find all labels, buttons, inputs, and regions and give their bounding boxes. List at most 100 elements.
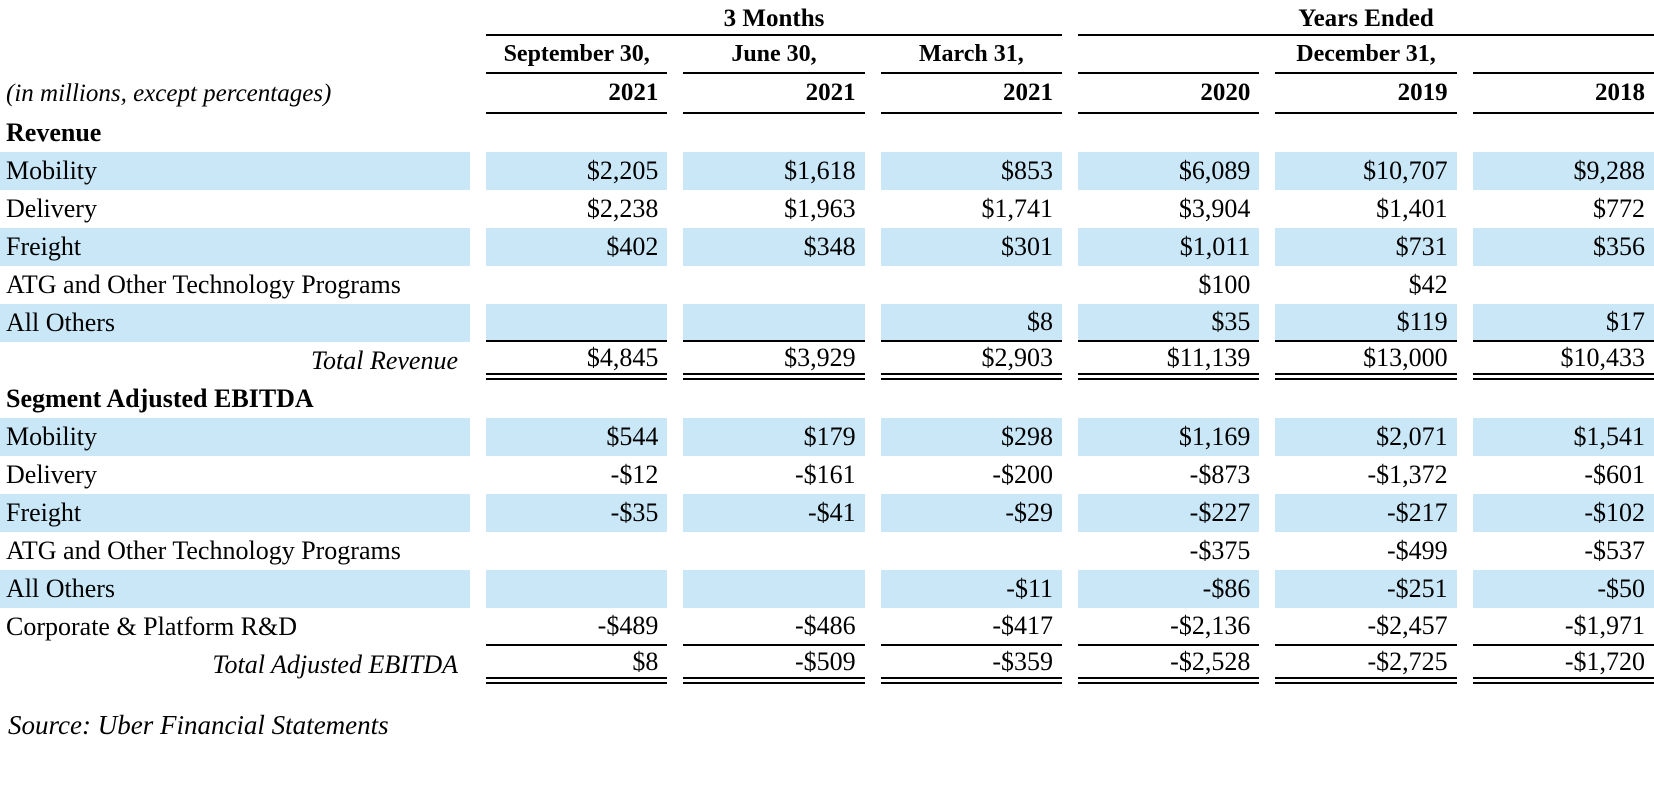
data-cell: -$417 (880, 608, 1062, 646)
header-group-row: 3 Months Years Ended (0, 3, 1654, 36)
data-cell: -$35 (486, 494, 668, 532)
data-cell: -$86 (1077, 570, 1260, 608)
data-cell: $8 (880, 304, 1062, 342)
row-freight: Freight -$35 -$41 -$29 -$227 -$217 -$102 (0, 494, 1654, 532)
data-cell: -$537 (1584, 536, 1645, 565)
row-mobility: Mobility $544 $179 $298 $1,169 $2,071 $1… (0, 418, 1654, 456)
data-cell: $35 (1077, 304, 1260, 342)
data-cell: $119 (1275, 304, 1457, 342)
row-corporate-platform-rd: Corporate & Platform R&D -$489 -$486 -$4… (0, 608, 1654, 646)
total-cell: $2,903 (880, 342, 1062, 380)
year-header: 2021 (486, 74, 668, 114)
data-cell: -$102 (1472, 494, 1654, 532)
empty-cell (0, 36, 470, 74)
data-cell: -$873 (1189, 460, 1251, 489)
col-group-years-ended: Years Ended (1078, 3, 1654, 36)
total-cell: -$359 (880, 646, 1062, 684)
year-header: 2021 (880, 74, 1062, 114)
data-cell: $17 (1472, 304, 1654, 342)
row-label: ATG and Other Technology Programs (6, 270, 401, 299)
row-total-revenue: Total Revenue $4,845 $3,929 $2,903 $11,1… (0, 342, 1654, 380)
data-cell: $544 (486, 418, 668, 456)
data-cell: $1,169 (1077, 418, 1260, 456)
row-label: Mobility (0, 418, 470, 456)
data-cell: $1,011 (1077, 228, 1260, 266)
row-label: Corporate & Platform R&D (6, 612, 298, 641)
data-cell (1473, 266, 1654, 304)
row-all-others: All Others -$11 -$86 -$251 -$50 (0, 570, 1654, 608)
total-cell: -$2,528 (1077, 646, 1260, 684)
data-cell: $10,707 (1275, 152, 1457, 190)
data-cell: $42 (1408, 270, 1448, 299)
section-title: Revenue (6, 118, 102, 147)
data-cell: $301 (880, 228, 1062, 266)
row-label: All Others (0, 304, 470, 342)
units-note: (in millions, except percentages) (6, 80, 332, 107)
data-cell: -$200 (992, 460, 1053, 489)
data-cell: $348 (683, 228, 865, 266)
data-cell: $731 (1275, 228, 1457, 266)
total-cell: -$1,720 (1472, 646, 1654, 684)
data-cell: -$601 (1584, 460, 1645, 489)
data-cell: -$161 (794, 460, 856, 489)
data-cell: -$2,136 (1077, 608, 1260, 646)
row-label: Mobility (0, 152, 470, 190)
data-cell: -$227 (1077, 494, 1260, 532)
data-cell (486, 570, 668, 608)
year-header: 2019 (1275, 74, 1457, 114)
data-cell: -$29 (880, 494, 1062, 532)
col-group-3-months: 3 Months (486, 3, 1062, 36)
total-cell: $4,845 (486, 342, 668, 380)
section-title: Segment Adjusted EBITDA (6, 384, 314, 413)
data-cell (486, 532, 667, 570)
data-cell: $1,401 (1376, 194, 1448, 223)
data-cell: -$1,971 (1472, 608, 1654, 646)
row-label: Delivery (6, 460, 97, 489)
data-cell: $853 (880, 152, 1062, 190)
row-label: All Others (0, 570, 470, 608)
data-cell: -$2,457 (1275, 608, 1457, 646)
header-period-row: September 30, June 30, March 31, Decembe… (0, 36, 1654, 74)
data-cell: $9,288 (1472, 152, 1654, 190)
data-cell (683, 532, 864, 570)
data-cell: $100 (1198, 270, 1251, 299)
total-cell: -$509 (683, 646, 865, 684)
data-cell: -$41 (683, 494, 865, 532)
row-label: ATG and Other Technology Programs (6, 536, 401, 565)
data-cell: $1,741 (981, 194, 1053, 223)
data-cell: $356 (1472, 228, 1654, 266)
row-delivery: Delivery $2,238 $1,963 $1,741 $3,904 $1,… (0, 190, 1654, 228)
data-cell: -$499 (1386, 536, 1448, 565)
underline-cell (1472, 36, 1654, 74)
underline-cell (1077, 36, 1260, 74)
col-header-september-30: September 30, (486, 36, 668, 74)
data-cell: -$375 (1189, 536, 1251, 565)
section-ebitda: Segment Adjusted EBITDA (0, 380, 1654, 418)
data-cell: $402 (486, 228, 668, 266)
data-cell: $1,963 (784, 194, 856, 223)
data-cell: -$217 (1275, 494, 1457, 532)
year-header: 2018 (1472, 74, 1654, 114)
data-cell: $1,618 (683, 152, 865, 190)
data-cell (486, 266, 667, 304)
year-header: 2020 (1077, 74, 1260, 114)
data-cell: -$486 (683, 608, 865, 646)
row-label: Freight (0, 494, 470, 532)
total-cell: $13,000 (1275, 342, 1457, 380)
row-all-others: All Others $8 $35 $119 $17 (0, 304, 1654, 342)
row-label: Delivery (6, 194, 97, 223)
data-cell: -$489 (486, 608, 668, 646)
data-cell (881, 266, 1062, 304)
year-header: 2021 (683, 74, 865, 114)
row-atg: ATG and Other Technology Programs $100 $… (0, 266, 1654, 304)
data-cell (683, 304, 865, 342)
data-cell (881, 532, 1062, 570)
total-cell: $10,433 (1472, 342, 1654, 380)
data-cell: $3,904 (1178, 194, 1251, 223)
data-cell (683, 570, 865, 608)
data-cell: $2,238 (586, 194, 659, 223)
total-cell: $3,929 (683, 342, 865, 380)
data-cell (683, 266, 864, 304)
total-label: Total Revenue (310, 346, 458, 375)
